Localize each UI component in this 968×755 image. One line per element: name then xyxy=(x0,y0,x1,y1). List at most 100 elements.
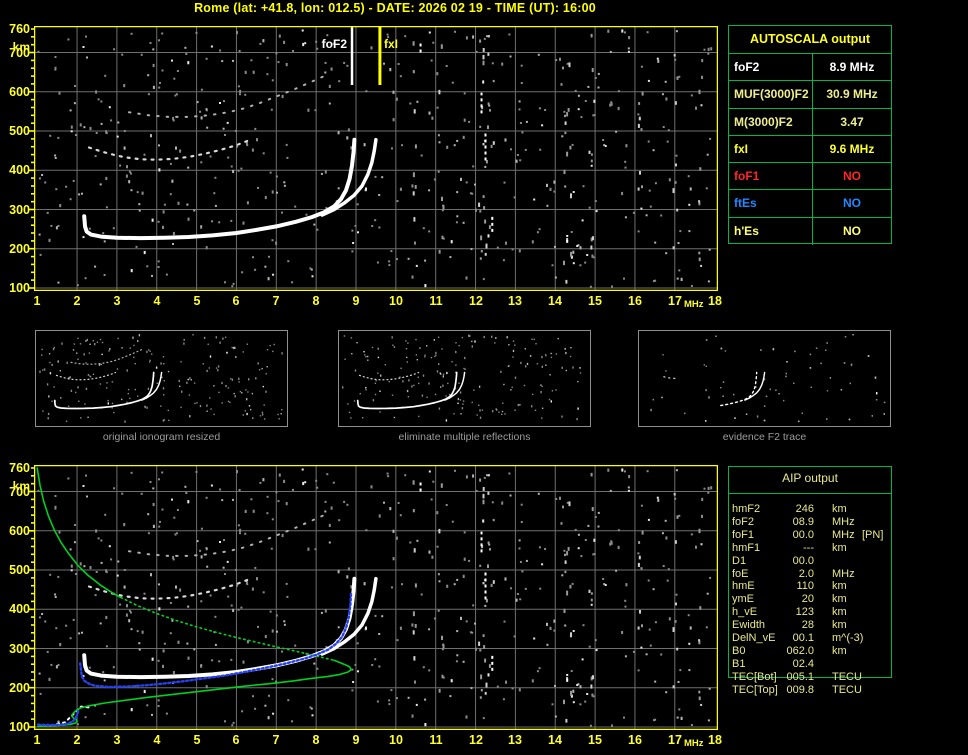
x-tick-15-bottom: 15 xyxy=(588,733,602,747)
aip-row-hmf1: hmF1 --- km xyxy=(728,542,898,555)
x-tick-16-bottom: 16 xyxy=(628,733,642,747)
top-ionogram-canvas xyxy=(33,25,719,292)
x-tick-2-bottom: 2 xyxy=(73,733,81,747)
parameter-value: TECU xyxy=(832,670,862,683)
x-axis-unit-bottom: MHz xyxy=(684,738,704,749)
y-tick-400-bottom: 400 xyxy=(9,602,30,616)
y-tick-300-bottom: 300 xyxy=(9,642,30,656)
x-tick-14-bottom: 14 xyxy=(548,733,562,747)
y-tick-700-bottom: 700 xyxy=(9,485,30,499)
x-tick-17-bottom: 17 xyxy=(668,733,682,747)
parameter-value: km xyxy=(832,619,847,632)
y-axis-ticks-bottom xyxy=(29,467,34,728)
parameter-name: TEC[Bot] xyxy=(732,670,777,683)
parameter-name: D1 xyxy=(732,554,747,567)
parameter-name: foF1 xyxy=(732,528,755,541)
x-tick-1-top: 1 xyxy=(33,294,41,308)
parameter-value: 8.9 MHz xyxy=(829,60,875,74)
parameter-name: foE xyxy=(732,567,749,580)
aip-row-hme: hmE 110 km xyxy=(728,580,898,593)
x-tick-11-top: 11 xyxy=(429,294,443,308)
y-tick-300-top: 300 xyxy=(9,203,30,217)
autoscala-output-table: AUTOSCALA output foF2 8.9 MHz MUF(3000)F2 3… xyxy=(728,25,892,245)
x-tick-9-top: 9 xyxy=(352,294,360,308)
aip-header-divider xyxy=(728,493,892,494)
parameter-value: km xyxy=(832,580,847,593)
parameter-value: MHz xyxy=(832,515,855,528)
autoscala-table-header: AUTOSCALA output xyxy=(749,32,871,46)
parameter-value: 30.9 MHz xyxy=(826,87,878,102)
gridlines xyxy=(35,27,717,290)
autoscala-row-muf3000f2: MUF(3000)F2 30.9 MHz xyxy=(729,80,891,109)
parameter-name: h_vE xyxy=(732,606,758,619)
parameter-name: B0 xyxy=(732,644,746,657)
top-ionogram-plot xyxy=(33,25,719,292)
x-tick-4-top: 4 xyxy=(153,294,161,308)
x-tick-6-top: 6 xyxy=(232,294,240,308)
interference-streaks xyxy=(419,41,569,243)
x-tick-12-top: 12 xyxy=(469,294,483,308)
aip-row-hve: h_vE 123 km xyxy=(728,606,898,619)
aip-row-hmf2: hmF2 246 km xyxy=(728,503,898,516)
aip-row-ewidth: Ewidth 28 km xyxy=(728,619,898,632)
y-tick-100-bottom: 100 xyxy=(9,720,30,734)
parameter-value: 3.47 xyxy=(840,114,864,129)
aip-row-d1: D1 00.0 xyxy=(728,555,898,568)
parameter-value: 00.0 xyxy=(792,554,814,567)
x-tick-13-top: 13 xyxy=(508,294,522,308)
bottom-ionogram-plot xyxy=(33,464,719,731)
x-tick-10-bottom: 10 xyxy=(389,733,403,747)
y-tick-600-bottom: 600 xyxy=(9,524,30,538)
parameter-value: --- xyxy=(803,541,814,554)
parameter-value: 009.8 xyxy=(786,683,814,696)
y-tick-200-top: 200 xyxy=(9,242,30,256)
parameter-value: 2.0 xyxy=(798,567,814,580)
y-tick-500-top: 500 xyxy=(9,124,30,138)
parameter-value: NO xyxy=(843,196,861,211)
y-axis-unit-bottom: km xyxy=(12,479,30,493)
parameter-value: km xyxy=(832,503,847,515)
parameter-value: 062.0 xyxy=(786,644,814,657)
x-tick-8-top: 8 xyxy=(312,294,320,308)
parameter-value: km xyxy=(832,593,847,606)
parameter-value: MHz xyxy=(832,567,855,580)
autoscala-row-fof2: foF2 8.9 MHz xyxy=(729,53,891,81)
parameter-label: foF1 xyxy=(729,163,813,191)
aip-row-fof1: foF1 00.0 MHz [PN] xyxy=(728,529,898,542)
noise-columns xyxy=(412,33,703,284)
x-tick-14-top: 14 xyxy=(548,294,562,308)
x-tick-5-top: 5 xyxy=(193,294,201,308)
aip-row-tectop: TEC[Top] 009.8 TECU xyxy=(728,684,898,697)
x-tick-15-top: 15 xyxy=(588,294,602,308)
panel-caption-evidence: evidence F2 trace xyxy=(722,431,807,443)
aip-row-foe: foE 2.0 MHz xyxy=(728,568,898,581)
y-tick-100-top: 100 xyxy=(9,281,30,295)
foF2-marker-label: foF2 xyxy=(321,37,347,51)
x-tick-7-bottom: 7 xyxy=(272,733,280,747)
x-tick-16-top: 16 xyxy=(628,294,642,308)
parameter-value: MHz xyxy=(832,528,855,541)
noise-dots xyxy=(39,334,283,423)
parameter-name: foF2 xyxy=(732,515,755,528)
parameter-value: TECU xyxy=(832,683,862,696)
panel-original-ionogram xyxy=(35,330,288,427)
parameter-name: DelN_vE xyxy=(732,632,776,644)
y-tick-400-top: 400 xyxy=(9,163,30,177)
parameter-value: km xyxy=(832,644,847,657)
autoscala-row-fof1: foF1 NO xyxy=(729,162,891,191)
noise-dots xyxy=(37,468,713,727)
y-axis-unit-top: km xyxy=(12,40,30,54)
parameter-value: 00.0 xyxy=(792,528,814,541)
parameter-label: ftEs xyxy=(729,190,813,218)
gridlines xyxy=(35,466,717,729)
aip-row-b1: B1 02.4 xyxy=(728,658,898,671)
parameter-label: h'Es xyxy=(729,217,813,245)
aip-row-delnve: DelN_vE 00.1 m^(-3) xyxy=(728,632,898,645)
aip-row-fof2: foF2 08.9 MHz xyxy=(728,516,898,529)
parameter-value: 20 xyxy=(801,593,814,606)
y-tick-760-top: 760 xyxy=(9,22,30,36)
parameter-value: 005.1 xyxy=(786,670,814,683)
autoscala-row-hes: h'Es NO xyxy=(729,216,891,245)
interference-streaks xyxy=(419,480,569,682)
panel-eliminate-reflections xyxy=(338,330,591,427)
